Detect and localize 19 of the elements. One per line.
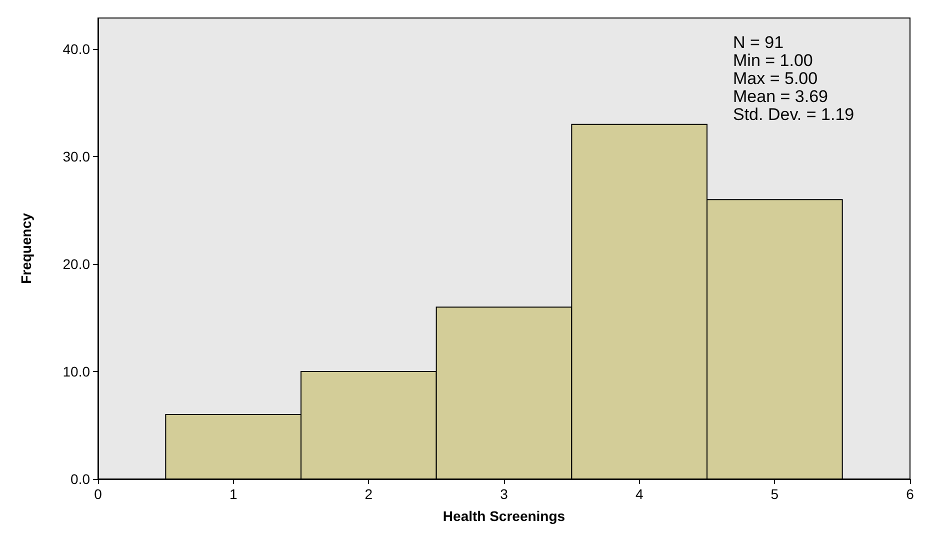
x-tick-label: 1 <box>229 486 238 502</box>
x-tick-label: 0 <box>94 486 102 502</box>
y-tick-label: 30.0 <box>62 148 90 165</box>
y-tick-label: 20.0 <box>62 256 90 272</box>
y-tick-label: 0.0 <box>70 471 90 487</box>
y-tick-label: 10.0 <box>62 364 90 380</box>
x-tick-label: 5 <box>770 486 779 502</box>
y-tick-label: 40.0 <box>62 41 90 58</box>
annotation: Mean = 3.69 <box>733 87 828 106</box>
y-axis-title: Frequency <box>18 212 34 284</box>
x-axis-title: Health Screenings <box>442 508 566 524</box>
x-tick-label: 4 <box>635 486 644 502</box>
x-tick-label: 2 <box>364 486 373 502</box>
annotation: Min = 1.00 <box>733 51 813 70</box>
x-tick-label: 3 <box>500 486 508 502</box>
x-tick-label: 6 <box>906 486 914 502</box>
annotation: Max = 5.00 <box>733 69 818 88</box>
annotation: Std. Dev. = 1.19 <box>733 105 854 124</box>
annotation: N = 91 <box>733 33 784 52</box>
